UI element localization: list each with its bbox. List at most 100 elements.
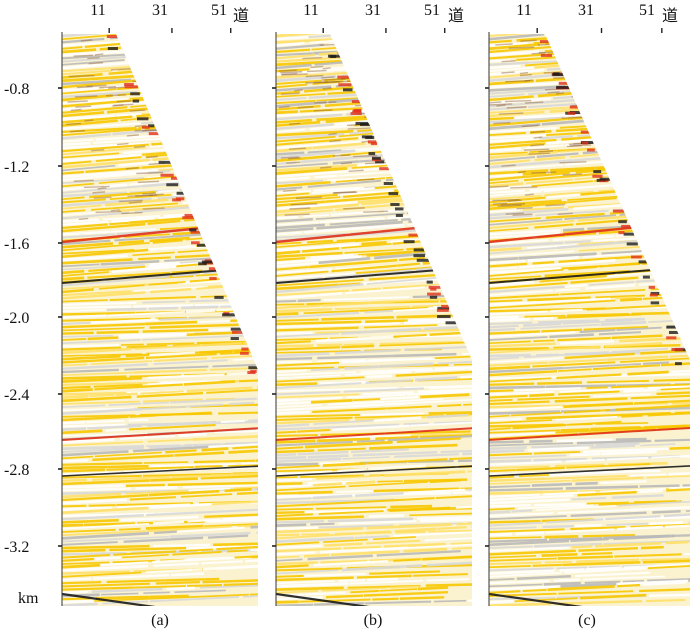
reflector xyxy=(663,98,690,103)
reflector xyxy=(352,451,438,457)
reflector xyxy=(362,412,424,416)
reflector xyxy=(62,264,145,271)
reflector xyxy=(276,201,358,210)
reflector xyxy=(530,130,546,134)
reflector xyxy=(362,391,415,396)
reflector xyxy=(135,194,158,197)
reflector xyxy=(636,61,690,70)
reflector xyxy=(278,69,297,72)
reflector xyxy=(74,95,98,98)
reflector xyxy=(489,250,575,258)
reflector xyxy=(489,460,562,466)
reflector xyxy=(307,554,373,561)
reflector xyxy=(142,69,225,77)
reflector xyxy=(564,567,647,574)
reflector xyxy=(386,171,456,179)
amplitude-patch xyxy=(426,280,433,284)
reflector xyxy=(276,289,350,297)
reflector xyxy=(208,59,248,65)
reflector xyxy=(62,548,106,553)
reflector xyxy=(447,218,472,224)
reflector xyxy=(340,161,353,165)
x-tick-label: 51 xyxy=(211,2,227,19)
reflector xyxy=(489,194,542,201)
reflector xyxy=(523,172,599,182)
reflector xyxy=(62,577,92,581)
reflector xyxy=(584,580,621,584)
reflector xyxy=(169,43,251,51)
reflector xyxy=(537,381,583,385)
reflector xyxy=(202,564,258,571)
reflector xyxy=(62,220,109,226)
reflector xyxy=(62,249,135,255)
amplitude-patch xyxy=(666,336,677,340)
reflector xyxy=(251,213,258,217)
reflector xyxy=(62,59,125,66)
reflector xyxy=(237,45,258,50)
reflector xyxy=(132,251,175,257)
reflector xyxy=(648,385,690,390)
reflector xyxy=(648,593,690,597)
reflector xyxy=(489,546,570,553)
reflector xyxy=(148,444,192,449)
reflector xyxy=(640,557,690,561)
reflector xyxy=(62,465,108,470)
reflector xyxy=(62,363,88,367)
reflector xyxy=(211,500,258,506)
reflector xyxy=(619,208,690,217)
event-horizon xyxy=(62,427,258,441)
reflector xyxy=(237,135,258,140)
reflector xyxy=(138,256,171,261)
reflector xyxy=(512,213,533,216)
reflector xyxy=(62,599,94,604)
reflector xyxy=(62,571,142,578)
reflector xyxy=(681,222,690,226)
reflector xyxy=(489,50,540,57)
reflector xyxy=(489,189,525,194)
amplitude-patch xyxy=(379,167,393,171)
reflector xyxy=(112,559,156,564)
reflector xyxy=(419,518,472,523)
reflector xyxy=(514,597,578,603)
reflector xyxy=(296,428,331,433)
amplitude-patch xyxy=(214,295,224,299)
reflector xyxy=(62,407,144,415)
reflector xyxy=(595,422,649,425)
reflector xyxy=(355,266,437,275)
reflector xyxy=(62,444,145,451)
reflector xyxy=(128,201,142,204)
reflector xyxy=(344,362,434,370)
reflector xyxy=(630,56,690,65)
reflector xyxy=(669,354,690,358)
reflector xyxy=(62,490,151,495)
reflector xyxy=(489,512,554,518)
reflector xyxy=(520,323,601,330)
reflector xyxy=(532,563,563,567)
reflector xyxy=(489,567,554,572)
reflector xyxy=(489,419,553,425)
reflector xyxy=(538,319,600,324)
reflector xyxy=(276,393,360,399)
reflector xyxy=(276,223,325,230)
reflector xyxy=(146,511,194,517)
reflector xyxy=(489,394,528,399)
reflector xyxy=(570,511,647,517)
reflector xyxy=(489,131,526,137)
reflector xyxy=(276,360,312,364)
reflector xyxy=(524,79,533,82)
reflector xyxy=(62,468,106,473)
reflector xyxy=(106,106,156,114)
reflector xyxy=(533,542,603,548)
reflector xyxy=(562,561,641,567)
reflector xyxy=(534,64,559,69)
reflector xyxy=(652,510,681,514)
reflector xyxy=(489,93,525,98)
reflector xyxy=(281,92,300,95)
reflector xyxy=(635,223,673,228)
reflector xyxy=(62,34,144,41)
reflector xyxy=(165,34,247,35)
reflector xyxy=(284,213,310,216)
reflector xyxy=(62,242,114,249)
reflector xyxy=(307,69,327,73)
reflector xyxy=(147,373,225,379)
